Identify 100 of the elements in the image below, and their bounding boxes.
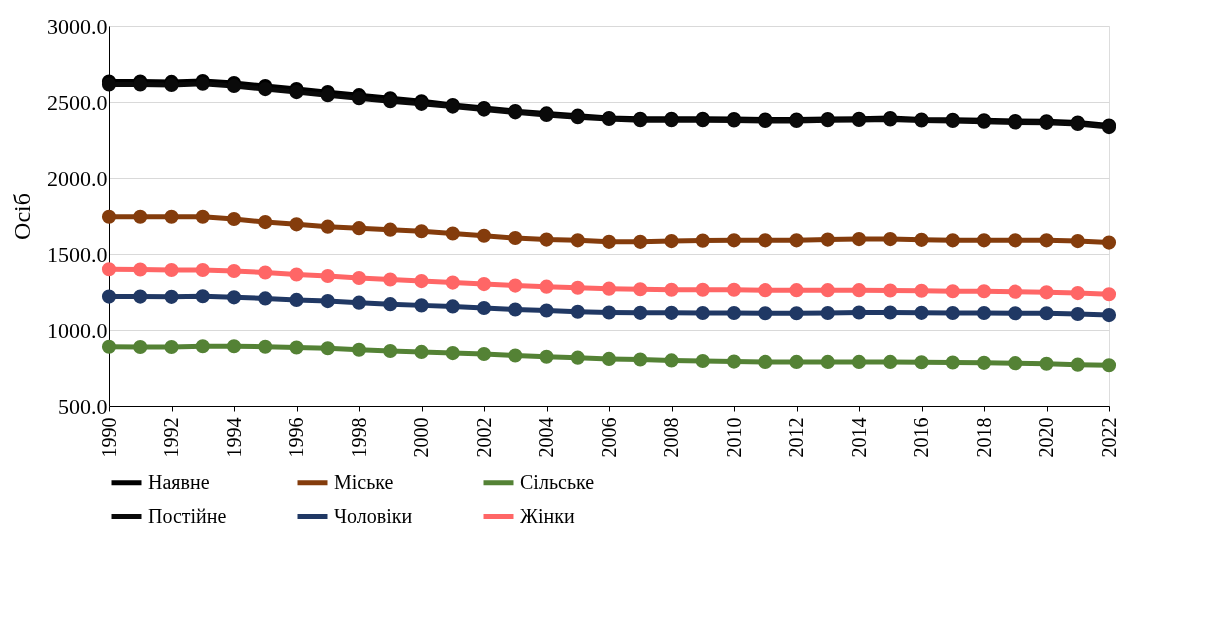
point — [883, 232, 898, 247]
point — [133, 339, 148, 355]
point — [195, 289, 210, 304]
x-tick-label: 2014 — [847, 417, 870, 458]
point — [1008, 284, 1023, 299]
y-tick-label: 3000.0 — [47, 13, 108, 39]
point — [1039, 356, 1054, 371]
point — [164, 209, 179, 224]
x-tick-label: 2010 — [722, 417, 745, 458]
point — [914, 305, 929, 320]
point — [726, 354, 742, 369]
point — [914, 283, 929, 298]
point — [695, 353, 710, 369]
point — [320, 341, 335, 356]
point — [1008, 356, 1023, 371]
point — [1039, 233, 1054, 248]
point — [258, 265, 273, 280]
point — [726, 305, 742, 321]
point — [508, 348, 523, 363]
point — [258, 291, 273, 306]
point — [820, 354, 835, 369]
point — [164, 339, 179, 355]
point — [539, 279, 554, 294]
point — [258, 215, 273, 230]
point — [726, 233, 742, 248]
point — [101, 262, 117, 277]
point — [851, 232, 867, 247]
legend-label: Сільське — [520, 470, 595, 493]
point — [633, 352, 648, 367]
point — [758, 233, 773, 248]
legend-label: Наявне — [148, 470, 210, 493]
point — [664, 234, 679, 249]
point — [195, 209, 210, 224]
point — [914, 232, 929, 247]
point — [539, 232, 554, 247]
point — [1070, 234, 1085, 249]
x-tick-label: 1996 — [285, 417, 307, 458]
point — [539, 349, 554, 364]
x-tick-label: 1998 — [347, 417, 370, 458]
x-tick-label: 2018 — [972, 417, 995, 458]
point — [976, 305, 992, 321]
point — [383, 222, 398, 237]
x-tick-label: 2000 — [410, 417, 432, 458]
point — [851, 283, 867, 298]
point — [226, 211, 242, 227]
point — [789, 233, 804, 248]
point — [664, 353, 679, 368]
point — [1039, 306, 1054, 321]
point — [195, 262, 210, 278]
point — [508, 230, 523, 246]
point — [945, 233, 960, 248]
point — [789, 306, 804, 321]
point — [226, 339, 242, 354]
point — [601, 234, 617, 249]
point — [476, 277, 492, 292]
point — [945, 355, 960, 370]
point — [414, 224, 429, 239]
point — [1039, 285, 1054, 300]
point — [570, 350, 585, 365]
x-tick-label: 2008 — [660, 417, 682, 458]
point — [1008, 233, 1023, 248]
point — [914, 355, 929, 370]
point — [133, 262, 148, 277]
y-tick-label: 500.0 — [58, 393, 108, 419]
point — [758, 354, 773, 369]
point — [570, 304, 585, 319]
point — [570, 280, 585, 295]
x-tick-label: 2016 — [910, 417, 932, 458]
legend-label: Постійне — [148, 504, 227, 527]
point — [445, 299, 460, 314]
x-tick-label: 2006 — [597, 417, 620, 458]
point — [351, 221, 367, 236]
point — [1101, 235, 1117, 250]
point — [633, 234, 648, 249]
point — [476, 300, 492, 316]
point — [383, 272, 398, 287]
point — [601, 305, 617, 320]
point — [508, 302, 523, 317]
point — [695, 282, 710, 297]
point — [1070, 306, 1085, 322]
point — [758, 306, 773, 321]
point — [289, 340, 304, 355]
point — [226, 263, 242, 279]
point — [945, 284, 960, 299]
point — [226, 290, 242, 305]
point — [976, 233, 992, 248]
x-tick-label: 2012 — [785, 417, 807, 458]
point — [820, 283, 835, 298]
point — [383, 297, 398, 312]
point — [351, 342, 367, 357]
point — [351, 270, 367, 286]
point — [414, 344, 429, 359]
point — [789, 283, 804, 298]
point — [101, 209, 117, 224]
point — [789, 354, 804, 369]
point — [1101, 358, 1117, 373]
point — [1101, 308, 1117, 323]
point — [133, 209, 148, 224]
point — [351, 295, 367, 310]
point — [476, 228, 492, 243]
